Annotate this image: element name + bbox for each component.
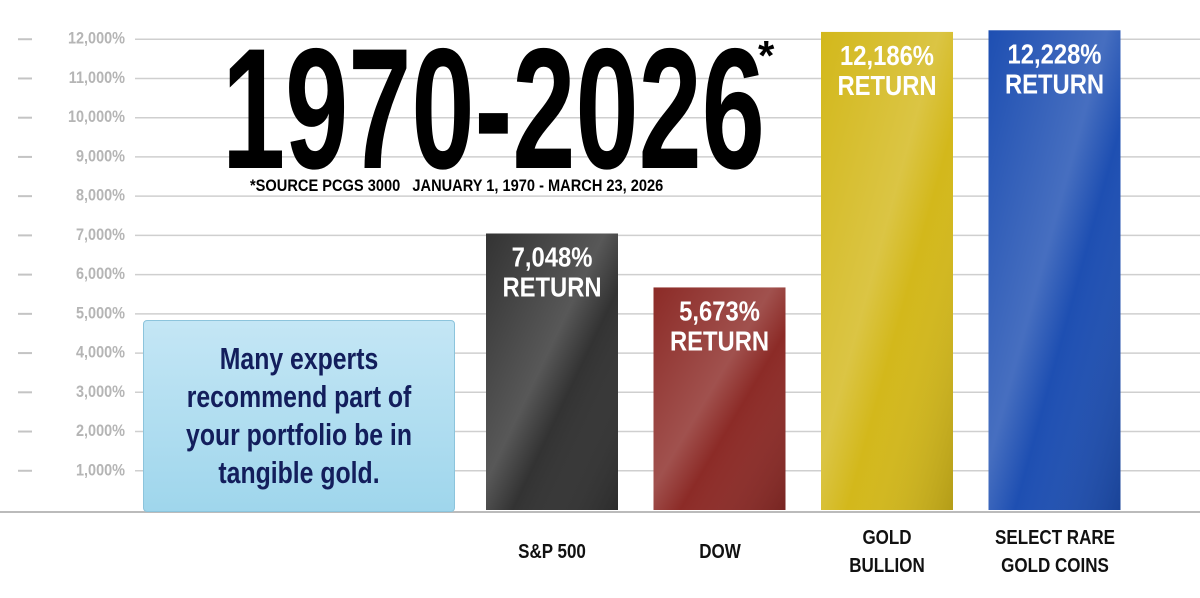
y-tick-label: 4,000% [76, 344, 125, 362]
y-tick-label: 8,000% [76, 187, 125, 205]
y-tick-label: 12,000% [68, 30, 125, 48]
bar-sheen [988, 30, 1121, 510]
y-tick-label: 1,000% [76, 461, 125, 479]
plot: 1,000% 2,000% 3,000% 4,000% 5,000% 6,000% 7,00… [18, 30, 1200, 511]
chart-subtitle: *SOURCE PCGS 3000 JANUARY 1, 1970 - MARC… [250, 177, 663, 195]
y-tick-label: 6,000% [76, 265, 125, 283]
y-tick-label: 11,000% [69, 69, 125, 87]
value-label-suffix: RETURN [1005, 67, 1104, 99]
x-tick-label: S&P 500 [518, 541, 586, 563]
y-tick-label: 9,000% [76, 147, 125, 165]
bar-sheen [653, 287, 786, 510]
bar-sheen [486, 233, 618, 511]
annotation: Many experts recommend part of your port… [186, 341, 412, 490]
y-tick-label: 3,000% [76, 383, 125, 401]
chart-title: 1970-2026 [222, 12, 765, 204]
y-tick-label: 5,000% [76, 304, 125, 322]
value-label: 12,228% [1008, 37, 1102, 69]
value-label-suffix: RETURN [837, 69, 936, 101]
x-tick-label: GOLD BULLION [849, 527, 925, 577]
value-label: 7,048% [512, 241, 593, 273]
value-label: 12,186% [840, 39, 934, 71]
y-tick-label: 2,000% [76, 422, 125, 440]
x-tick-label: DOW [698, 541, 741, 563]
x-tick-label: SELECT RARE GOLD COINS [994, 527, 1115, 577]
callout: Many experts recommend part of your port… [143, 320, 455, 512]
y-tick-label: 7,000% [76, 226, 125, 244]
y-tick-label: 10,000% [68, 108, 125, 126]
title-marker: * [758, 32, 775, 79]
value-label-suffix: RETURN [670, 325, 769, 357]
bar-sheen [821, 31, 953, 511]
value-label-suffix: RETURN [502, 271, 601, 303]
value-label: 5,673% [679, 295, 760, 327]
